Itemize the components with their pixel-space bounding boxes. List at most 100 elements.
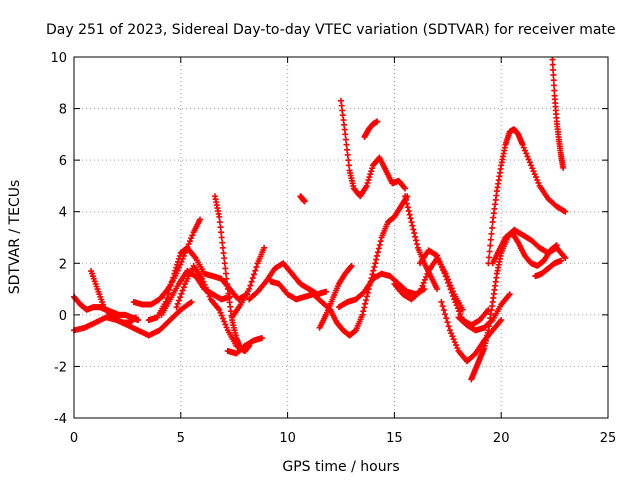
y-tick-label: 10 bbox=[50, 51, 67, 66]
data-point bbox=[412, 233, 419, 240]
data-point bbox=[248, 278, 255, 285]
series-arc-a18 bbox=[335, 270, 428, 311]
data-point bbox=[359, 311, 366, 318]
data-point bbox=[403, 200, 410, 207]
data-point bbox=[524, 153, 531, 160]
data-point bbox=[188, 298, 195, 305]
data-point bbox=[449, 333, 456, 340]
data-point bbox=[446, 327, 453, 334]
series-arc-a11 bbox=[246, 260, 330, 303]
data-point bbox=[401, 184, 408, 191]
data-point bbox=[549, 56, 556, 63]
data-point bbox=[342, 136, 349, 143]
data-point bbox=[223, 324, 230, 331]
data-point bbox=[362, 300, 369, 307]
data-point bbox=[375, 245, 382, 252]
data-point bbox=[343, 141, 350, 148]
data-point bbox=[550, 82, 557, 89]
y-axis-label: SDTVAR / TECUs bbox=[7, 180, 23, 295]
grid-lines bbox=[74, 57, 608, 418]
series-arc-a25 bbox=[485, 126, 569, 267]
x-tick-label: 20 bbox=[493, 431, 510, 446]
series-arc-a9 bbox=[224, 335, 265, 357]
data-point bbox=[534, 177, 541, 184]
data-point bbox=[488, 230, 495, 237]
data-point bbox=[345, 157, 352, 164]
y-tick-label: 8 bbox=[59, 103, 67, 118]
data-point bbox=[186, 238, 193, 245]
data-point bbox=[369, 165, 376, 172]
data-point bbox=[172, 267, 179, 274]
data-point bbox=[175, 258, 182, 265]
data-point bbox=[219, 244, 226, 251]
data-point bbox=[549, 61, 556, 68]
data-point bbox=[218, 312, 225, 319]
axis-ticks: 0 5 10 15 20 25 -4 -2 0 2 4 6 8 10 bbox=[50, 51, 616, 446]
data-point bbox=[342, 131, 349, 138]
data-point bbox=[178, 290, 185, 297]
data-point bbox=[550, 66, 557, 73]
data-point bbox=[374, 118, 381, 125]
data-point bbox=[373, 256, 380, 263]
data-point bbox=[179, 287, 186, 294]
data-point bbox=[450, 336, 457, 343]
data-point bbox=[442, 273, 449, 280]
data-point bbox=[323, 288, 330, 295]
data-point bbox=[253, 263, 260, 270]
series-arc-a15 bbox=[327, 193, 411, 339]
data-point bbox=[444, 319, 451, 326]
data-point bbox=[252, 267, 259, 274]
data-point bbox=[420, 279, 427, 286]
data-point bbox=[217, 224, 224, 231]
data-point bbox=[219, 315, 226, 322]
data-point bbox=[365, 177, 372, 184]
data-point bbox=[261, 244, 268, 251]
data-point bbox=[405, 207, 412, 214]
data-point bbox=[360, 308, 367, 315]
data-point bbox=[531, 171, 538, 178]
data-point bbox=[180, 284, 187, 291]
data-point bbox=[218, 229, 225, 236]
data-point bbox=[402, 196, 409, 203]
series-arc-a16 bbox=[338, 97, 409, 200]
data-point bbox=[174, 300, 181, 307]
chart-title: Day 251 of 2023, Sidereal Day-to-day VTE… bbox=[46, 22, 616, 38]
data-point bbox=[442, 311, 449, 318]
data-point bbox=[176, 252, 183, 259]
data-point bbox=[348, 262, 355, 269]
data-point bbox=[487, 242, 494, 249]
data-point bbox=[368, 168, 375, 175]
data-point bbox=[532, 174, 539, 181]
y-tick-label: -4 bbox=[54, 412, 67, 427]
data-point bbox=[344, 151, 351, 158]
data-points bbox=[71, 56, 569, 383]
y-tick-label: 0 bbox=[59, 309, 67, 324]
x-axis-label: GPS time / hours bbox=[282, 459, 399, 475]
data-point bbox=[221, 318, 228, 325]
data-point bbox=[445, 279, 452, 286]
data-point bbox=[249, 275, 256, 282]
data-point bbox=[411, 230, 418, 237]
data-point bbox=[344, 146, 351, 153]
series-arc-a27 bbox=[532, 257, 565, 280]
data-point bbox=[220, 249, 227, 256]
data-point bbox=[525, 156, 532, 163]
data-point bbox=[361, 304, 368, 311]
data-point bbox=[219, 239, 226, 246]
data-point bbox=[413, 241, 420, 248]
data-point bbox=[173, 264, 180, 271]
x-tick-label: 25 bbox=[600, 431, 617, 446]
y-tick-label: 4 bbox=[59, 206, 67, 221]
data-point bbox=[447, 286, 454, 293]
data-point bbox=[177, 294, 184, 301]
data-point bbox=[374, 249, 381, 256]
series-arc-a22 bbox=[438, 298, 505, 365]
data-point bbox=[377, 238, 384, 245]
data-point bbox=[221, 260, 228, 267]
data-point bbox=[529, 165, 536, 172]
data-point bbox=[528, 162, 535, 169]
data-point bbox=[443, 315, 450, 322]
series-arc-a26 bbox=[489, 229, 560, 269]
data-point bbox=[439, 303, 446, 310]
